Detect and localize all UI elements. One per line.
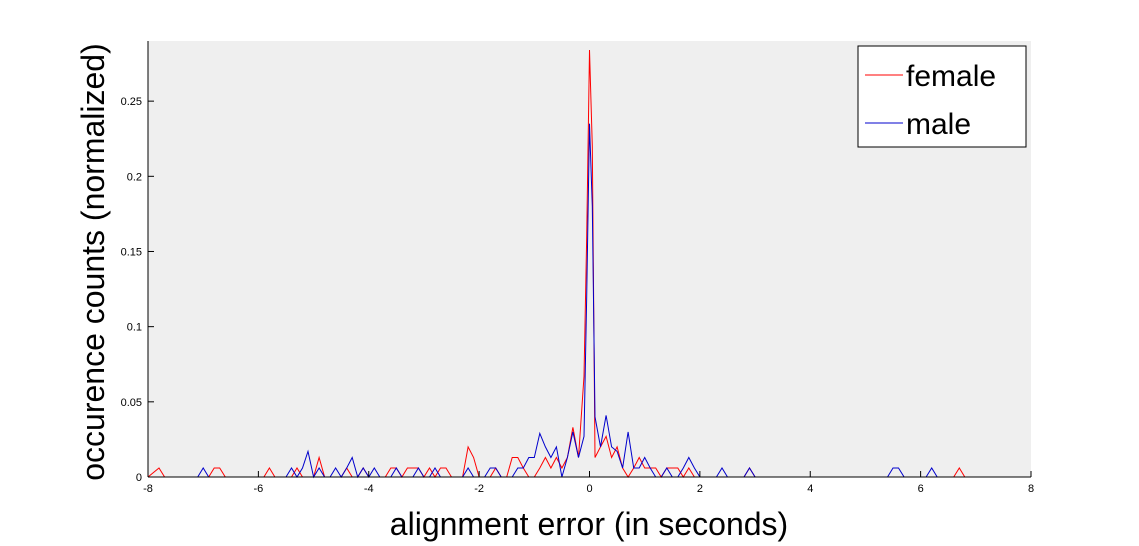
y-tick-label: 0.15	[121, 246, 142, 258]
x-axis-label: alignment error (in seconds)	[390, 506, 788, 542]
x-tick-label: 8	[1028, 483, 1034, 495]
x-tick-label: 4	[807, 483, 813, 495]
x-ticks: -8 -6 -4 -2 0 2 4 6 8	[143, 471, 1034, 495]
y-tick-label: 0	[136, 472, 142, 484]
legend-label-male: male	[906, 108, 971, 141]
legend-box	[857, 45, 1027, 148]
x-tick-label: 0	[586, 483, 592, 495]
series-line-male	[148, 123, 1031, 479]
legend-label-female: female	[906, 60, 996, 93]
y-tick-label: 0.2	[127, 171, 142, 183]
series-line-female	[147, 49, 1031, 478]
x-tick-label: 2	[697, 483, 703, 495]
series-layer	[147, 49, 1031, 479]
x-tick-label: -4	[364, 483, 374, 495]
y-axis-label: occurence counts (normalized)	[75, 43, 111, 481]
x-tick-label: -8	[143, 483, 153, 495]
x-tick-label: -2	[474, 483, 484, 495]
y-tick-label: 0.1	[127, 322, 142, 334]
y-tick-label: 0.05	[121, 397, 142, 409]
x-tick-label: 6	[918, 483, 924, 495]
legend: female male	[857, 45, 1027, 148]
y-tick-label: 0.25	[121, 96, 142, 108]
x-tick-label: -6	[253, 483, 263, 495]
y-ticks: 0 0.05 0.1 0.15 0.2 0.25	[121, 96, 154, 484]
